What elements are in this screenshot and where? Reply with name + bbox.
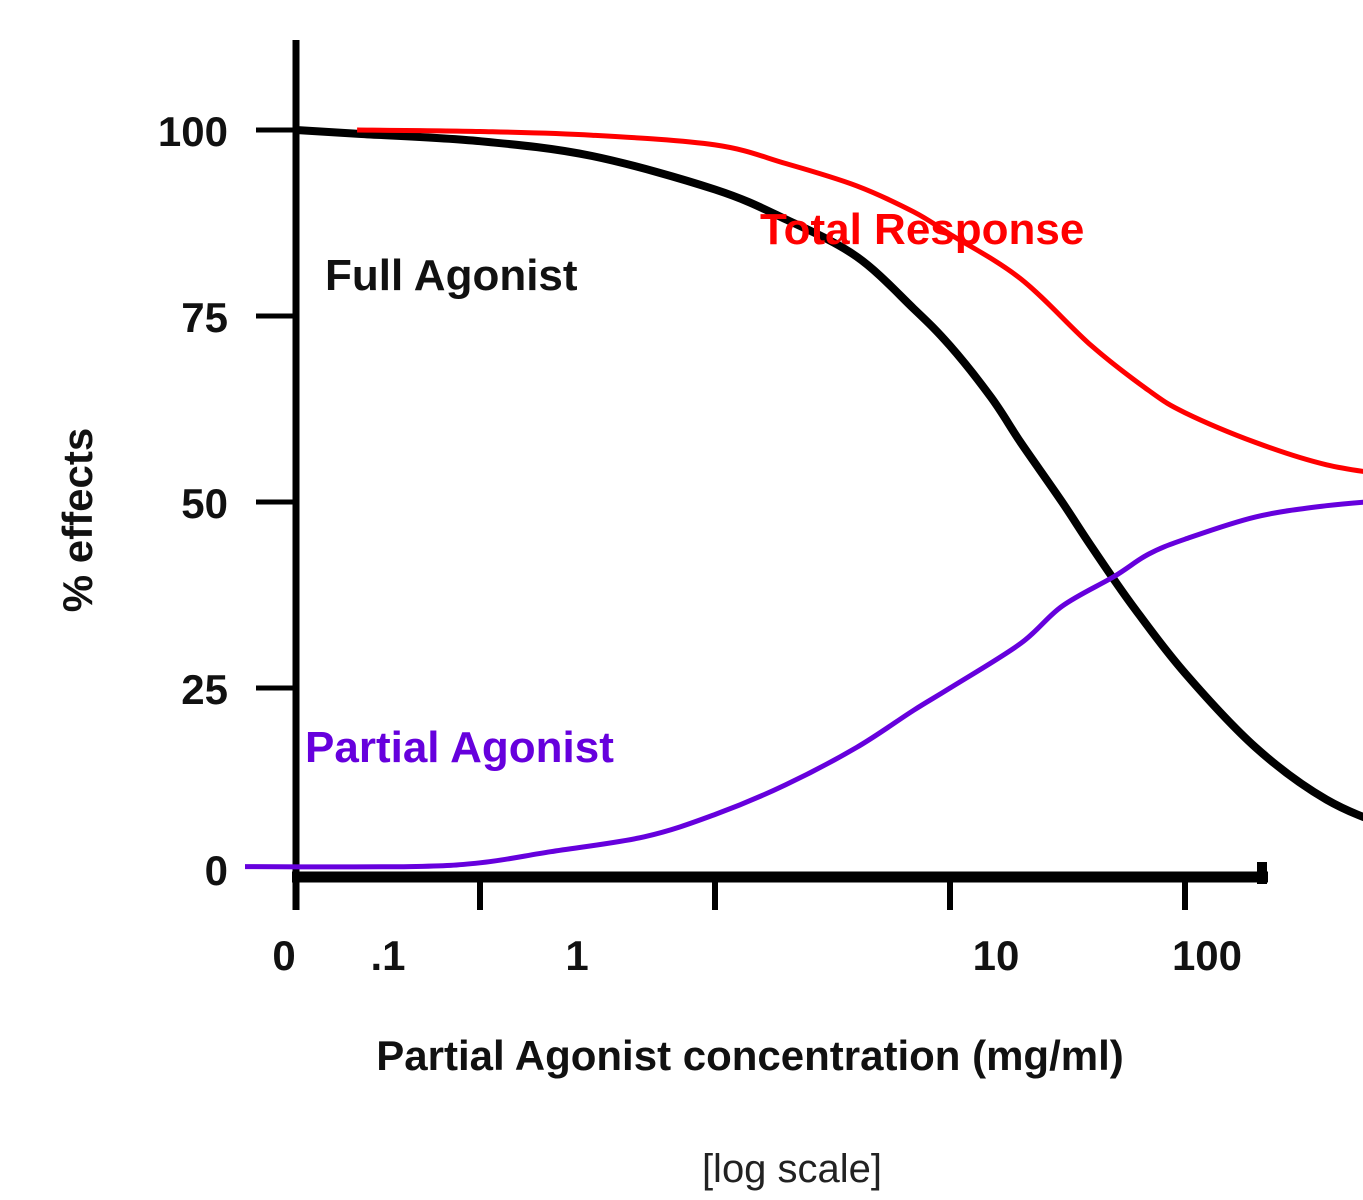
x-axis-title: Partial Agonist concentration (mg/ml) <box>376 1032 1124 1079</box>
x-axis-scale-note: [log scale] <box>702 1147 882 1191</box>
y-tick-label-50: 50 <box>181 480 228 527</box>
x-ticks: 0 .1 1 10 100 <box>272 877 1242 979</box>
x-tick-label-1: 1 <box>565 932 588 979</box>
axes <box>292 40 1268 910</box>
y-tick-label-100: 100 <box>158 108 228 155</box>
x-tick-label-100: 100 <box>1172 932 1242 979</box>
y-axis-title: % effects <box>54 428 101 612</box>
series-label-total-response: Total Response <box>760 205 1084 254</box>
series-layer <box>244 126 1363 870</box>
series-label-full-agonist: Full Agonist <box>325 251 578 300</box>
y-tick-label-75: 75 <box>181 294 228 341</box>
x-tick-label-0: 0 <box>272 932 295 979</box>
series-line-full-agonist <box>295 126 1363 822</box>
x-tick-label-10: 10 <box>973 932 1020 979</box>
series-label-partial-agonist: Partial Agonist <box>305 723 614 772</box>
y-ticks: 0 25 50 75 100 <box>158 108 296 894</box>
y-tick-label-0: 0 <box>205 847 228 894</box>
y-tick-label-25: 25 <box>181 666 228 713</box>
series-line-partial-agonist <box>244 499 1363 870</box>
series-line-total-response <box>357 127 1363 474</box>
x-tick-label-.1: .1 <box>370 932 405 979</box>
